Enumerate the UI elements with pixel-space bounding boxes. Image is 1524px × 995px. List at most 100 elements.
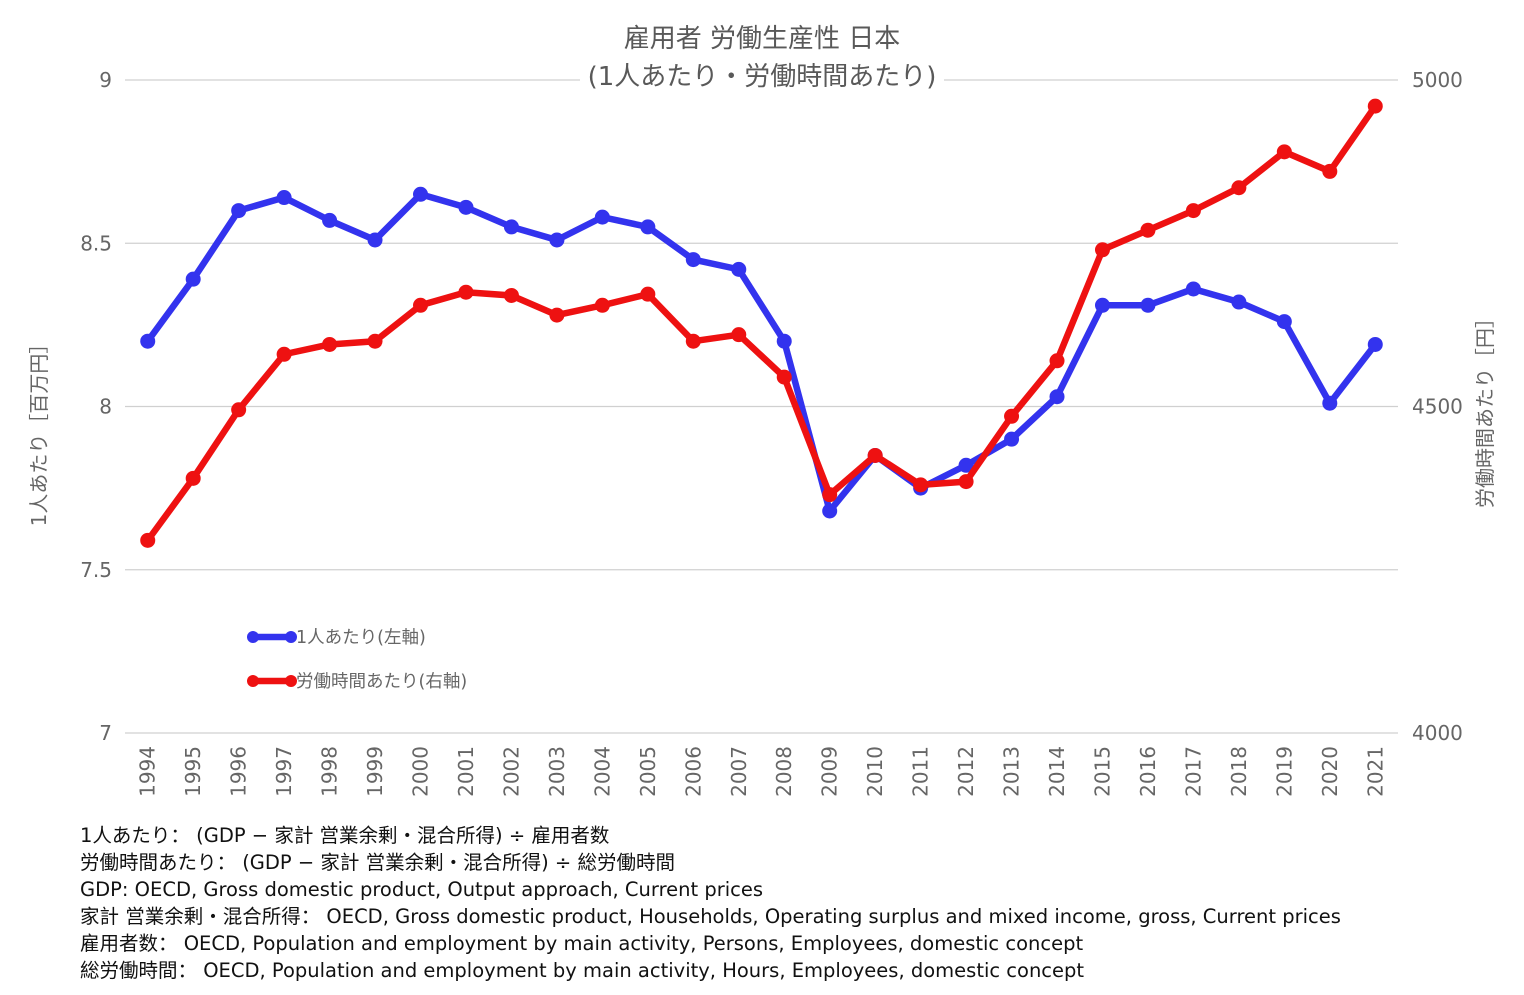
x-tick-label: 2011 [909, 746, 933, 797]
data-point [1094, 297, 1110, 313]
data-point [322, 212, 338, 228]
x-tick-label: 2005 [636, 746, 660, 797]
data-point [731, 327, 747, 343]
data-point [1322, 163, 1338, 179]
series-line [144, 191, 1379, 515]
x-tick-label: 2007 [727, 746, 751, 797]
x-tick-label: 2003 [545, 746, 569, 797]
note-line: GDP: OECD, Gross domestic product, Outpu… [80, 878, 764, 901]
x-tick-label: 1996 [227, 746, 251, 797]
chart-title: 雇用者 労働生産性 日本 [623, 24, 901, 54]
y-tick-label-right: 5000 [1412, 68, 1463, 92]
data-point [822, 503, 838, 519]
gridlines [125, 79, 1398, 734]
y-tick-label-left: 8.5 [80, 231, 112, 255]
data-point [685, 252, 701, 268]
data-point [1367, 98, 1383, 114]
y-axis-label-right: 労働時間あたり［円］ [1473, 308, 1497, 508]
data-point [276, 190, 292, 206]
x-tick-label: 2018 [1227, 746, 1251, 797]
data-point [776, 333, 792, 349]
x-tick-label: 2008 [772, 746, 796, 797]
left-y-axis: 9 8.5 8 7.5 7 [80, 68, 112, 745]
right-y-axis: 5000 4500 4000 [1412, 68, 1463, 745]
x-tick-label: 2001 [454, 746, 478, 797]
data-point [413, 297, 429, 313]
data-point [640, 286, 656, 302]
y-tick-label-left: 7.5 [80, 558, 112, 582]
data-point [1276, 144, 1292, 160]
data-point [1231, 180, 1247, 196]
data-point [958, 457, 974, 473]
data-point [1322, 395, 1338, 411]
data-point [1140, 297, 1156, 313]
legend-swatch-dot [285, 675, 297, 687]
x-tick-label: 2004 [590, 746, 614, 797]
data-point [822, 487, 838, 503]
data-point [1185, 281, 1201, 297]
chart-subtitle-wrap: (1人あたり・労働時間あたり) [0, 56, 1524, 93]
legend-swatch-dot [247, 631, 259, 643]
x-tick-label: 2012 [954, 746, 978, 797]
legend-swatch-dot [285, 631, 297, 643]
data-point [776, 369, 792, 385]
data-point [276, 346, 292, 362]
x-tick-label: 2017 [1181, 746, 1205, 797]
data-point [413, 186, 429, 202]
note-line: 雇用者数： OECD, Population and employment by… [80, 932, 1084, 955]
y-tick-label-left: 8 [99, 395, 112, 419]
data-point [1231, 294, 1247, 310]
data-point [1276, 314, 1292, 330]
x-tick-label: 2002 [499, 746, 523, 797]
data-point [549, 232, 565, 248]
data-point [958, 474, 974, 490]
x-tick-label: 2014 [1045, 746, 1069, 797]
data-point [140, 333, 156, 349]
data-point [367, 232, 383, 248]
x-tick-label: 2013 [1000, 746, 1024, 797]
note-line: 家計 営業余剰・混合所得： OECD, Gross domestic produ… [80, 905, 1341, 928]
data-point [458, 199, 474, 215]
y-tick-label-right: 4500 [1412, 395, 1463, 419]
data-point [231, 402, 247, 418]
x-tick-label: 1998 [318, 746, 342, 797]
y-axis-label-left: 1人あたり［百万円］ [27, 334, 51, 527]
data-point [549, 307, 565, 323]
data-point [1094, 242, 1110, 258]
data-point [1185, 203, 1201, 219]
x-tick-label: 1999 [363, 746, 387, 797]
legend-swatch-dot [247, 675, 259, 687]
y-tick-label-left: 7 [99, 721, 112, 745]
x-tick-label: 2016 [1136, 746, 1160, 797]
x-tick-label: 2010 [863, 746, 887, 797]
notes: 1人あたり： (GDP − 家計 営業余剰・混合所得) ÷ 雇用者数 労働時間あ… [80, 822, 1341, 984]
note-line: 総労働時間： OECD, Population and employment b… [80, 959, 1085, 982]
x-tick-label: 2006 [681, 746, 705, 797]
x-tick-label: 1997 [272, 746, 296, 797]
data-point [913, 477, 929, 493]
legend: 1人あたり(左軸) 労働時間あたり(右軸) [247, 628, 467, 692]
x-tick-label: 1994 [136, 746, 160, 797]
data-point [367, 333, 383, 349]
note-line: 1人あたり： (GDP − 家計 営業余剰・混合所得) ÷ 雇用者数 [80, 824, 610, 847]
data-point [1004, 431, 1020, 447]
data-point [185, 470, 201, 486]
x-tick-label: 2009 [818, 746, 842, 797]
data-point [322, 336, 338, 352]
data-point [594, 209, 610, 225]
data-point [140, 532, 156, 548]
x-tick-label: 2021 [1363, 746, 1387, 797]
series-line [144, 102, 1379, 544]
note-line: 労働時間あたり： (GDP − 家計 営業余剰・混合所得) ÷ 総労働時間 [80, 851, 675, 874]
data-point [1049, 389, 1065, 405]
data-point [640, 219, 656, 235]
x-tick-label: 2015 [1090, 746, 1114, 797]
data-point [1049, 353, 1065, 369]
y-tick-label-right: 4000 [1412, 721, 1463, 745]
x-tick-label: 2000 [409, 746, 433, 797]
data-point [731, 261, 747, 277]
chart-subtitle: (1人あたり・労働時間あたり) [579, 62, 945, 92]
x-tick-label: 2020 [1318, 746, 1342, 797]
data-point [1004, 408, 1020, 424]
